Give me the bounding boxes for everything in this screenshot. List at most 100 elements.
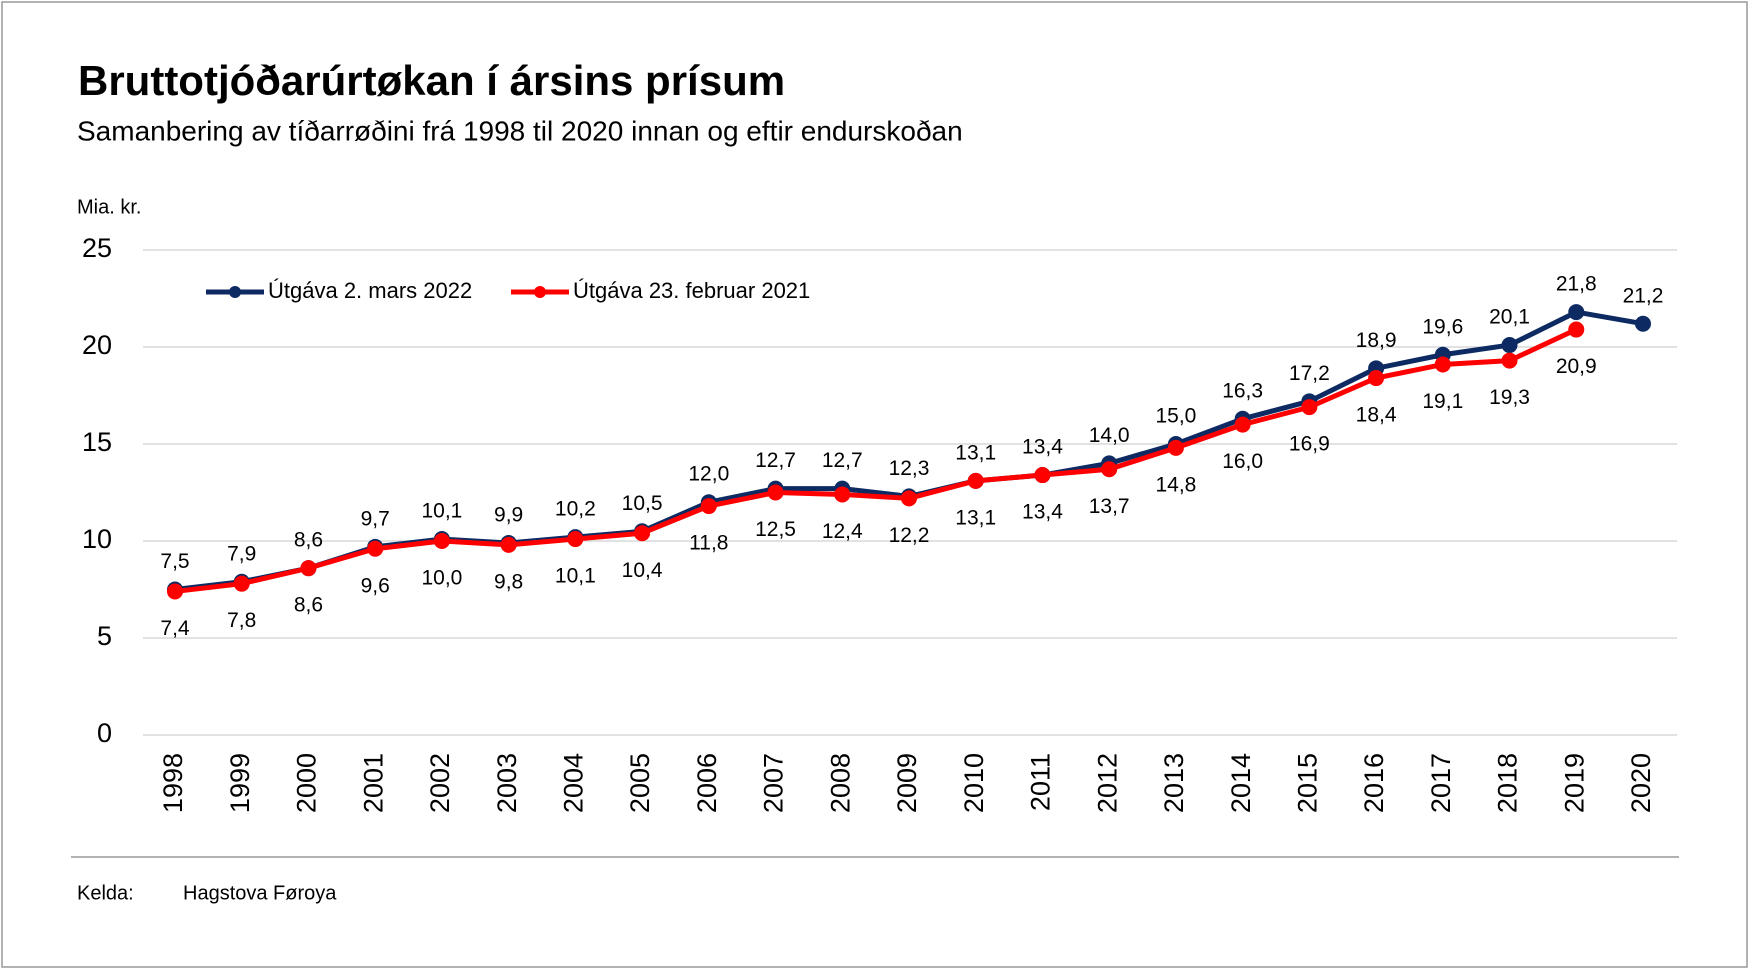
x-tick-label: 2000 xyxy=(292,753,322,813)
data-label: 10,2 xyxy=(555,498,596,521)
data-label: 21,2 xyxy=(1623,284,1664,307)
point xyxy=(1368,370,1385,387)
data-label: 12,5 xyxy=(755,518,796,541)
data-label: 18,9 xyxy=(1356,329,1397,352)
data-label: 16,3 xyxy=(1222,379,1263,402)
data-label: 11,8 xyxy=(689,532,728,555)
point xyxy=(367,540,384,557)
x-tick-label: 2009 xyxy=(892,753,922,813)
legend-marker xyxy=(229,286,241,298)
data-label: 15,0 xyxy=(1155,405,1196,428)
data-label: 12,0 xyxy=(688,463,729,486)
data-label: 13,1 xyxy=(955,441,996,464)
x-tick-label: 2005 xyxy=(625,753,655,813)
point xyxy=(1635,315,1651,332)
y-tick-label: 15 xyxy=(82,427,112,457)
y-tick-label: 20 xyxy=(82,330,112,360)
data-label: 20,9 xyxy=(1556,355,1597,378)
x-tick-label: 2016 xyxy=(1359,753,1389,813)
data-label: 7,8 xyxy=(227,609,256,632)
x-tick-label: 1998 xyxy=(158,753,188,813)
data-label: 19,1 xyxy=(1422,390,1463,413)
data-label: 9,9 xyxy=(494,503,523,526)
point xyxy=(901,490,917,507)
chart-subtitle: Samanbering av tíðarrøðini frá 1998 til … xyxy=(77,115,963,146)
point xyxy=(1568,304,1585,321)
data-label: 9,7 xyxy=(361,507,390,530)
x-tick-label: 2020 xyxy=(1626,753,1656,813)
data-label: 13,1 xyxy=(955,506,996,529)
data-label: 9,8 xyxy=(494,570,523,593)
chart-title: Bruttotjóðarúrtøkan í ársins prísum xyxy=(78,57,785,104)
point xyxy=(500,536,517,553)
data-label: 10,0 xyxy=(421,567,462,590)
point xyxy=(1101,461,1118,478)
data-label: 16,9 xyxy=(1289,433,1330,456)
data-label: 14,8 xyxy=(1155,473,1196,496)
x-tick-label: 2006 xyxy=(692,753,722,813)
x-tick-label: 2004 xyxy=(558,753,588,813)
point xyxy=(634,525,651,542)
x-tick-label: 2011 xyxy=(1026,753,1056,811)
point xyxy=(834,486,851,503)
x-tick-label: 2014 xyxy=(1226,753,1256,813)
legend-label: Útgáva 2. mars 2022 xyxy=(268,278,472,303)
point xyxy=(700,498,717,515)
x-tick-label: 1999 xyxy=(225,753,255,813)
point xyxy=(233,575,250,592)
x-tick-label: 2017 xyxy=(1426,753,1456,813)
point xyxy=(167,583,183,600)
x-tick-label: 2018 xyxy=(1493,753,1523,813)
source-label: Kelda: xyxy=(77,882,134,904)
series-line xyxy=(174,327,1578,594)
y-tick-label: 0 xyxy=(97,718,112,748)
point xyxy=(1301,399,1318,416)
y-tick-label: 25 xyxy=(82,233,112,263)
x-tick-label: 2008 xyxy=(825,753,855,813)
y-tick-label: 10 xyxy=(82,524,112,554)
legend-marker xyxy=(534,286,546,298)
point xyxy=(1434,356,1451,373)
data-label: 21,8 xyxy=(1556,273,1597,296)
data-label: 10,5 xyxy=(622,492,663,515)
data-label: 8,6 xyxy=(294,594,323,617)
point xyxy=(1568,321,1585,338)
x-tick-label: 2002 xyxy=(425,753,455,813)
x-tick-label: 2013 xyxy=(1159,753,1189,813)
data-label: 12,2 xyxy=(889,524,930,547)
point xyxy=(433,533,450,549)
x-tick-label: 2003 xyxy=(492,753,522,813)
data-label: 7,9 xyxy=(227,542,256,565)
y-tick-label: 5 xyxy=(97,621,112,651)
legend-label: Útgáva 23. februar 2021 xyxy=(573,278,810,303)
data-label: 12,7 xyxy=(755,449,796,472)
point xyxy=(1234,416,1251,433)
data-label: 16,0 xyxy=(1222,450,1263,473)
point xyxy=(300,560,317,577)
data-label: 18,4 xyxy=(1356,404,1397,427)
data-label: 13,4 xyxy=(1022,501,1063,524)
point xyxy=(1034,467,1051,484)
x-tick-label: 2001 xyxy=(358,753,388,813)
data-label: 12,4 xyxy=(822,520,863,543)
data-label: 10,1 xyxy=(421,500,462,523)
data-label: 12,3 xyxy=(889,457,930,480)
source: Hagstova Føroya xyxy=(183,882,337,904)
data-label: 17,2 xyxy=(1289,362,1330,385)
data-label: 10,4 xyxy=(622,559,663,582)
data-label: 20,1 xyxy=(1489,306,1530,329)
x-tick-label: 2012 xyxy=(1092,753,1122,813)
point xyxy=(567,531,584,548)
data-label: 19,6 xyxy=(1422,315,1463,338)
point xyxy=(967,472,984,489)
x-tick-label: 2007 xyxy=(759,753,789,813)
x-tick-label: 2015 xyxy=(1292,753,1322,813)
data-label: 14,0 xyxy=(1089,424,1130,447)
data-label: 12,7 xyxy=(822,449,863,472)
data-label: 19,3 xyxy=(1489,386,1530,409)
point xyxy=(767,484,784,501)
data-label: 9,6 xyxy=(361,574,390,597)
data-label: 8,6 xyxy=(294,529,323,552)
